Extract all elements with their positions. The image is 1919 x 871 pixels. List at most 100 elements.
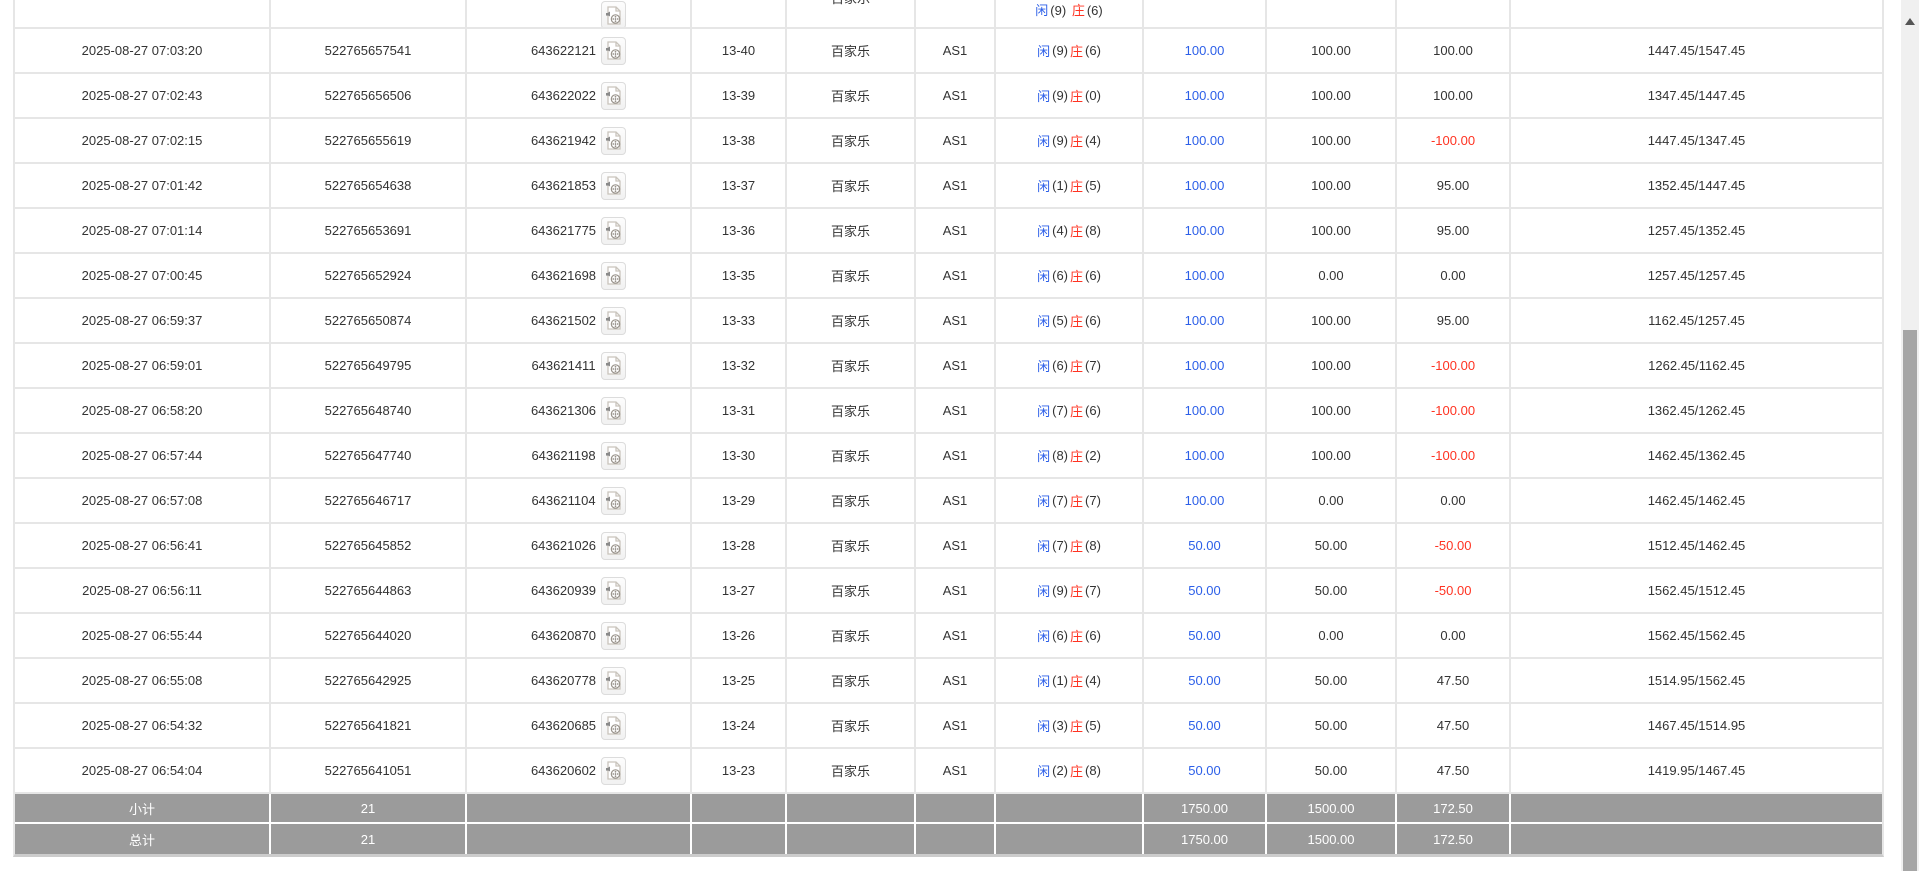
video-playback-button[interactable] bbox=[601, 36, 627, 65]
player-points: (1) bbox=[1052, 673, 1068, 688]
bet-amount-link[interactable]: 50.00 bbox=[1188, 583, 1221, 598]
bet-amount-link[interactable]: 100.00 bbox=[1184, 223, 1225, 238]
bet-amount-link[interactable]: 50.00 bbox=[1188, 718, 1221, 733]
valid-bet-amount: 50.00 bbox=[1314, 763, 1348, 778]
player-label: 闲 bbox=[1037, 134, 1051, 149]
balance-before-after: 1562.45/1562.45 bbox=[1647, 628, 1746, 643]
video-playback-button[interactable] bbox=[601, 756, 627, 785]
bet-amount-link[interactable]: 100.00 bbox=[1184, 178, 1225, 193]
result-cell: 闲 (6) 庄 (6) bbox=[996, 254, 1144, 297]
bet-time-cell: 2025-08-27 07:00:45 bbox=[15, 254, 271, 297]
round-number: 13-37 bbox=[721, 178, 756, 193]
round-cell: 13-28 bbox=[692, 524, 787, 567]
total-count: 21 bbox=[360, 831, 376, 847]
winloss-cell: 95.00 bbox=[1397, 164, 1511, 207]
balance-cell: 1347.45/1447.45 bbox=[1511, 74, 1882, 117]
valid-bet-cell bbox=[1267, 0, 1397, 27]
bet-amount-link[interactable]: 100.00 bbox=[1184, 493, 1225, 508]
balance-before-after: 1512.45/1462.45 bbox=[1647, 538, 1746, 553]
player-label: 闲 bbox=[1037, 674, 1051, 689]
video-playback-button[interactable] bbox=[601, 1, 627, 27]
video-id-clipped: 643622221 bbox=[531, 0, 596, 3]
bet-amount-link[interactable]: 100.00 bbox=[1184, 448, 1225, 463]
valid-bet-cell: 100.00 bbox=[1267, 344, 1397, 387]
balance-before-after: 1162.45/1257.45 bbox=[1648, 313, 1745, 328]
video-playback-button[interactable] bbox=[601, 171, 627, 200]
video-playback-button[interactable] bbox=[601, 711, 627, 740]
bet-id-cell: 522765648740 bbox=[271, 389, 467, 432]
video-playback-button[interactable] bbox=[601, 621, 627, 650]
bet-time-cell bbox=[15, 0, 271, 27]
game-name: 百家乐 bbox=[830, 134, 870, 149]
winloss-cell bbox=[1397, 0, 1511, 27]
video-playback-button[interactable] bbox=[601, 306, 627, 335]
bet-time: 2025-08-27 06:56:41 bbox=[81, 538, 203, 553]
result-cell: 闲 (9) 庄 (7) bbox=[996, 569, 1144, 612]
round-cell: 13-24 bbox=[692, 704, 787, 747]
subtotal-winloss: 172.50 bbox=[1433, 800, 1473, 816]
video-playback-button[interactable] bbox=[601, 126, 627, 155]
winloss-cell: 95.00 bbox=[1397, 209, 1511, 252]
bet-amount-link[interactable]: 100.00 bbox=[1184, 133, 1225, 148]
bet-id: 522765648740 bbox=[324, 403, 412, 418]
bet-amount-link[interactable]: 100.00 bbox=[1184, 268, 1225, 283]
table-code: AS1 bbox=[942, 268, 968, 283]
bet-amount-link[interactable]: 50.00 bbox=[1188, 628, 1221, 643]
result-cell: 闲 (5) 庄 (6) bbox=[996, 299, 1144, 342]
round-number: 13-24 bbox=[721, 718, 756, 733]
table-row: 2025-08-27 06:59:01 522765649795 6436214… bbox=[15, 344, 1882, 389]
video-id-cell: 643620778 bbox=[467, 659, 692, 702]
video-id: 643622022 bbox=[530, 88, 597, 103]
player-points: (3) bbox=[1052, 718, 1068, 733]
vertical-scrollbar[interactable] bbox=[1901, 0, 1919, 871]
game-name: 百家乐 bbox=[830, 224, 870, 239]
bet-amount-link[interactable]: 100.00 bbox=[1184, 313, 1225, 328]
video-playback-button[interactable] bbox=[601, 666, 627, 695]
player-points: (7) bbox=[1052, 493, 1068, 508]
bet-id: 522765644863 bbox=[324, 583, 412, 598]
bet-id: 522765641821 bbox=[324, 718, 412, 733]
bet-amount-link[interactable]: 100.00 bbox=[1184, 358, 1225, 373]
scroll-up-arrow-icon[interactable] bbox=[1905, 18, 1915, 25]
table-code: AS1 bbox=[942, 358, 968, 373]
game-cell: 百家乐 bbox=[787, 164, 916, 207]
balance-before-after: 1447.45/1347.45 bbox=[1647, 133, 1746, 148]
video-id-cell: 643622121 bbox=[467, 29, 692, 72]
video-playback-button[interactable] bbox=[601, 261, 627, 290]
winloss-amount: -100.00 bbox=[1430, 133, 1476, 148]
banker-points: (0) bbox=[1085, 88, 1101, 103]
balance-cell: 1467.45/1514.95 bbox=[1511, 704, 1882, 747]
round-number: 13-29 bbox=[721, 493, 756, 508]
bet-amount-link[interactable]: 50.00 bbox=[1188, 673, 1221, 688]
bet-time: 2025-08-27 07:03:20 bbox=[81, 43, 203, 58]
video-playback-button[interactable] bbox=[600, 351, 626, 380]
bet-amount-link[interactable]: 50.00 bbox=[1188, 763, 1221, 778]
balance-cell: 1362.45/1262.45 bbox=[1511, 389, 1882, 432]
table-row: 2025-08-27 06:56:11 522765644863 6436209… bbox=[15, 569, 1882, 614]
video-playback-button[interactable] bbox=[600, 486, 626, 515]
bet-id: 522765653691 bbox=[324, 223, 412, 238]
total-label-cell: 总计 bbox=[15, 824, 271, 854]
video-playback-button[interactable] bbox=[601, 216, 627, 245]
table-row: 2025-08-27 06:54:04 522765641051 6436206… bbox=[15, 749, 1882, 794]
video-id-cell: 643621853 bbox=[467, 164, 692, 207]
bet-id: 522765656506 bbox=[324, 88, 412, 103]
video-playback-button[interactable] bbox=[600, 441, 626, 470]
bet-time-cell: 2025-08-27 06:57:44 bbox=[15, 434, 271, 477]
video-playback-icon bbox=[605, 491, 621, 510]
winloss-cell: 47.50 bbox=[1397, 704, 1511, 747]
video-playback-button[interactable] bbox=[601, 576, 627, 605]
video-playback-button[interactable] bbox=[601, 531, 627, 560]
bet-amount-link[interactable]: 100.00 bbox=[1184, 88, 1225, 103]
bet-amount-link[interactable]: 50.00 bbox=[1188, 538, 1221, 553]
scrollbar-thumb[interactable] bbox=[1903, 330, 1917, 871]
bet-amount-link[interactable]: 100.00 bbox=[1184, 403, 1225, 418]
video-playback-icon bbox=[606, 131, 621, 150]
video-playback-button[interactable] bbox=[601, 396, 627, 425]
bet-time: 2025-08-27 06:56:11 bbox=[82, 583, 202, 598]
round-cell: 13-25 bbox=[692, 659, 787, 702]
valid-bet-cell: 50.00 bbox=[1267, 524, 1397, 567]
bet-amount-link[interactable]: 100.00 bbox=[1184, 43, 1225, 58]
player-label: 闲 bbox=[1037, 359, 1051, 374]
video-playback-button[interactable] bbox=[601, 81, 627, 110]
